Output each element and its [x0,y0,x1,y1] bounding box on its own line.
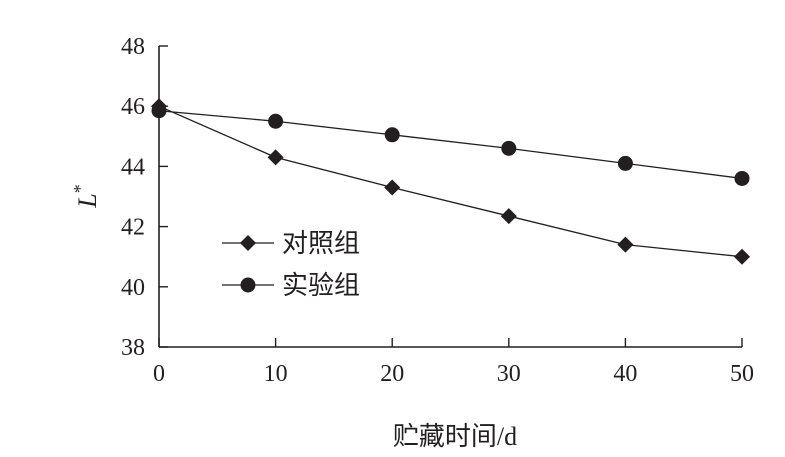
data-point-diamond [267,149,284,166]
y-tick-label: 40 [121,275,145,301]
data-point-diamond [617,236,634,253]
x-axis-ticks: 0 10 20 30 40 50 [153,338,754,387]
x-axis-label: 贮藏时间/d [393,422,517,451]
y-axis-label-main: L [73,193,102,208]
x-tick-label: 20 [380,361,404,387]
data-point-circle [501,140,517,156]
series-line [158,110,743,180]
y-axis-label: L* [70,184,102,208]
x-tick-label: 50 [730,361,754,387]
y-axis-ticks: 38 40 42 44 46 48 [121,34,168,361]
y-tick-label: 44 [121,154,145,180]
data-point-circle [617,155,633,171]
y-tick-label: 38 [121,335,145,361]
data-point-circle [268,113,284,129]
x-tick-label: 30 [497,361,521,387]
data-point-circle [734,170,750,186]
data-point-circle [384,127,400,143]
data-point-circle [151,103,167,119]
data-point-diamond [500,208,517,225]
y-tick-label: 48 [121,34,145,60]
axes [158,46,742,348]
x-tick-label: 10 [264,361,288,387]
legend-marker-circle [240,277,256,293]
legend-entry: 实验组 [222,271,360,300]
y-axis-label-sup: * [70,184,90,193]
data-point-diamond [384,179,401,196]
legend-label: 实验组 [282,271,360,300]
series-1 [151,98,750,265]
series-2 [151,103,750,186]
y-tick-label: 46 [121,94,145,120]
series-layer [151,98,750,265]
legend-marker-diamond [240,235,256,251]
y-tick-label: 42 [121,215,145,241]
series-line [158,105,743,258]
legend-label: 对照组 [282,229,360,258]
data-point-diamond [734,248,750,265]
x-tick-label: 40 [613,361,637,387]
x-tick-label: 0 [153,361,165,387]
legend-entry: 对照组 [222,229,360,258]
